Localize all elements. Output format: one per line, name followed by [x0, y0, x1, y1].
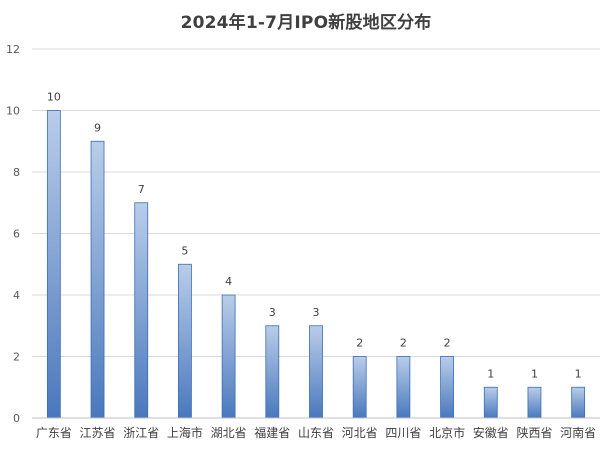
y-tick-label: 0 — [13, 412, 20, 425]
bar — [221, 294, 236, 419]
bar — [352, 356, 367, 419]
y-axis-ticks: 0 2 4 6 8 10 12 — [6, 43, 20, 425]
x-category-label: 山东省 — [298, 426, 334, 440]
data-label: 1 — [575, 367, 582, 380]
chart-title: 2024年1-7月IPO新股地区分布 — [180, 13, 432, 33]
data-label: 1 — [487, 367, 494, 380]
bar — [571, 386, 586, 419]
data-label: 2 — [444, 337, 451, 350]
bar — [483, 386, 498, 419]
x-category-label: 河北省 — [342, 426, 378, 440]
data-label: 2 — [400, 337, 407, 350]
data-label: 7 — [138, 183, 145, 196]
bar — [46, 110, 61, 419]
x-category-label: 上海市 — [167, 425, 203, 440]
x-category-label: 浙江省 — [123, 426, 159, 440]
bar — [178, 263, 192, 419]
bar — [527, 386, 542, 419]
x-category-label: 四川省 — [385, 426, 421, 440]
bar — [440, 356, 454, 419]
data-label: 3 — [269, 306, 276, 319]
x-category-label: 广东省 — [36, 426, 72, 440]
bar — [134, 202, 149, 419]
y-tick-label: 12 — [6, 43, 20, 56]
bar — [309, 325, 323, 419]
y-tick-label: 10 — [6, 105, 20, 118]
data-label: 2 — [356, 337, 363, 350]
bar — [90, 140, 105, 419]
y-tick-label: 6 — [13, 228, 20, 241]
y-tick-label: 8 — [13, 166, 20, 179]
bar — [265, 325, 280, 419]
data-label: 9 — [94, 121, 101, 134]
bar — [396, 356, 411, 419]
data-label: 4 — [225, 275, 232, 288]
x-category-label: 陕西省 — [516, 425, 552, 440]
x-category-label: 安徽省 — [473, 425, 509, 440]
y-tick-label: 2 — [13, 351, 20, 364]
data-label: 1 — [531, 367, 538, 380]
x-category-label: 湖北省 — [211, 425, 247, 440]
x-category-label: 河南省 — [560, 425, 596, 440]
y-tick-label: 4 — [13, 289, 20, 302]
x-category-label: 福建省 — [254, 425, 290, 440]
x-category-label: 江苏省 — [80, 426, 116, 440]
x-axis-categories: 广东省 江苏省 浙江省 上海市 湖北省 福建省 山东省 河北省 四川省 北京市 安徽省 陕西省 河南省 — [36, 425, 596, 440]
x-category-label: 北京市 — [429, 425, 465, 440]
bars — [46, 110, 586, 419]
data-label: 10 — [47, 91, 61, 104]
data-labels: 10 9 7 5 4 3 3 2 2 2 1 1 1 — [47, 91, 582, 381]
data-label: 3 — [313, 306, 320, 319]
data-label: 5 — [181, 244, 188, 257]
